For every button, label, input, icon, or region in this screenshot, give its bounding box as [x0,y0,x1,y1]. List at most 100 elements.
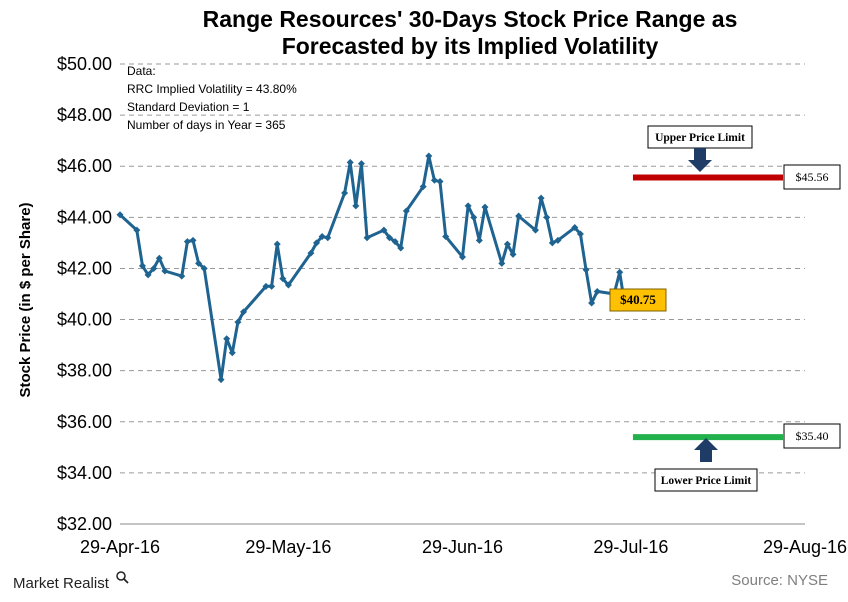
data-point [459,253,466,261]
data-point [509,250,517,258]
data-point [352,202,360,210]
data-point [481,203,489,211]
data-point [576,230,584,238]
data-point [571,224,579,232]
data-point [515,212,523,220]
gridlines [120,63,805,525]
y-tick-label: $50.00 [57,54,112,74]
price-line [118,154,633,382]
data-point [442,233,450,240]
data-point [284,281,292,289]
data-point [138,262,146,270]
data-point [582,266,590,274]
y-axis-label: Stock Price (in $ per Share) [17,202,34,397]
y-tick-label: $46.00 [57,156,112,176]
data-point [475,236,483,244]
data-point [346,158,354,166]
last-price-box [609,288,667,312]
price-limits [632,174,783,441]
brand-logo: Market Realist [13,575,110,592]
data-point [324,234,332,242]
y-tick-label: $34.00 [57,463,112,483]
note-data-title: Data: [127,64,156,78]
y-tick-label: $38.00 [57,361,112,381]
upper-limit-callout-label: Upper Price Limit [655,132,745,144]
note-standard-deviation: Standard Deviation = 1 [127,100,250,114]
data-point [363,234,371,242]
data-point [318,233,326,240]
source-note: Source: NYSE [731,572,828,589]
data-point [150,264,158,272]
data-point [498,259,506,267]
y-tick-label: $32.00 [57,514,112,534]
note-implied-volatility: RRC Implied Volatility = 43.80% [127,82,297,96]
data-point [144,271,152,279]
data-point [200,264,208,272]
data-point [155,254,163,262]
data-point [419,183,427,191]
chart-title-line2: Forecasted by its Implied Volatility [282,33,659,59]
data-point [543,213,551,221]
data-point [273,240,281,248]
data-point [307,249,315,257]
data-point [380,226,388,234]
x-tick-label: 29-Jun-16 [422,537,503,557]
x-axis-ticks: 29-Apr-16 29-May-16 29-Jun-16 29-Jul-16 29-A… [80,537,847,557]
data-point [195,259,203,267]
price-series [116,152,635,384]
data-point [133,226,141,234]
chart-title-line1: Range Resources' 30-Days Stock Price Ran… [203,6,738,32]
data-point [593,287,601,295]
data-point [616,268,624,276]
data-point [357,160,365,168]
data-point [279,275,287,283]
upper-limit-value: $45.56 [796,170,829,184]
data-point [189,236,197,244]
data-point [503,240,511,248]
data-point [223,335,231,343]
down-arrow-icon [688,148,712,172]
lower-limit-callout-label: Lower Price Limit [661,475,752,487]
upper-limit-value-box [783,164,841,190]
data-point [183,238,191,246]
data-point [116,211,124,219]
y-axis-ticks: $32.00 $34.00 $36.00 $38.00 $40.00 $42.00 $44.… [57,54,112,534]
up-arrow-icon [694,438,718,462]
lower-limit-value-box [783,423,841,449]
data-point [436,178,444,186]
y-tick-label: $42.00 [57,258,112,278]
data-point [341,189,349,197]
data-point [588,299,596,307]
data-point [548,239,556,247]
x-tick-label: 29-Apr-16 [80,537,160,557]
data-point [531,226,539,234]
data-point [178,272,186,280]
data-point [234,318,242,326]
data-point [228,349,236,357]
note-days-in-year: Number of days in Year = 365 [127,118,286,132]
x-tick-label: 29-May-16 [245,537,331,557]
data-point [464,202,472,210]
last-price-label: $40.75 [620,292,656,307]
data-point [262,282,270,290]
lower-limit-value: $35.40 [796,429,829,443]
data-point [537,194,545,202]
data-point [386,234,394,242]
data-point [391,238,399,246]
data-point [402,207,410,215]
data-point [554,236,562,244]
magnifier-icon [116,571,129,584]
x-tick-label: 29-Aug-16 [763,537,847,557]
data-point [313,239,321,247]
data-point [425,152,433,160]
x-tick-label: 29-Jul-16 [593,537,668,557]
y-tick-label: $44.00 [57,207,112,227]
data-point [161,267,169,275]
lower-limit-callout-box [654,468,758,492]
data-point [217,376,225,384]
data-point [430,176,438,184]
y-tick-label: $40.00 [57,310,112,330]
data-point [397,244,405,252]
y-tick-label: $36.00 [57,412,112,432]
